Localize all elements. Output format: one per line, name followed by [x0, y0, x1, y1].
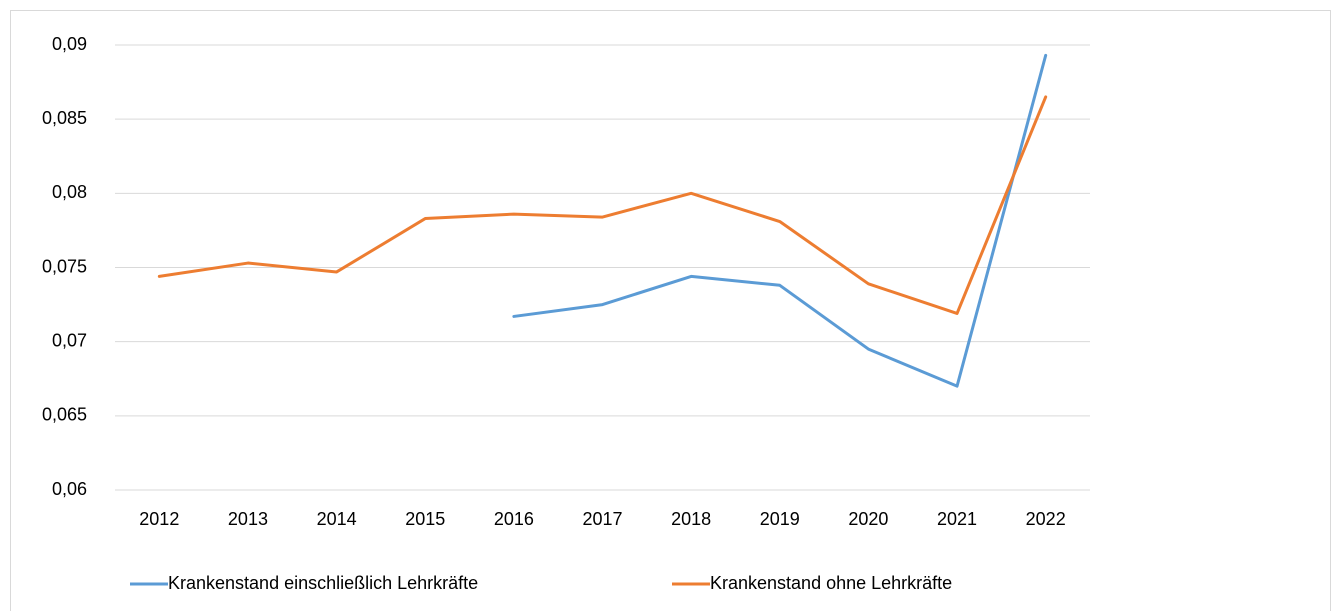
x-tick-label: 2018 — [671, 509, 711, 529]
x-tick-label: 2014 — [317, 509, 357, 529]
y-tick-label: 0,06 — [52, 479, 87, 499]
legend-label: Krankenstand ohne Lehrkräfte — [710, 573, 952, 593]
x-tick-label: 2017 — [582, 509, 622, 529]
x-tick-label: 2020 — [848, 509, 888, 529]
x-tick-label: 2015 — [405, 509, 445, 529]
x-tick-label: 2012 — [139, 509, 179, 529]
x-tick-label: 2022 — [1026, 509, 1066, 529]
x-tick-label: 2013 — [228, 509, 268, 529]
y-tick-label: 0,075 — [42, 256, 87, 276]
x-tick-label: 2019 — [760, 509, 800, 529]
legend-label: Krankenstand einschließlich Lehrkräfte — [168, 573, 478, 593]
y-tick-label: 0,065 — [42, 405, 87, 425]
x-tick-label: 2016 — [494, 509, 534, 529]
y-tick-label: 0,085 — [42, 108, 87, 128]
series-line — [512, 53, 1048, 388]
y-tick-label: 0,08 — [52, 182, 87, 202]
chart-frame — [10, 10, 1331, 611]
series-line — [157, 95, 1048, 315]
y-tick-label: 0,07 — [52, 330, 87, 350]
x-tick-label: 2021 — [937, 509, 977, 529]
y-tick-label: 0,09 — [52, 34, 87, 54]
